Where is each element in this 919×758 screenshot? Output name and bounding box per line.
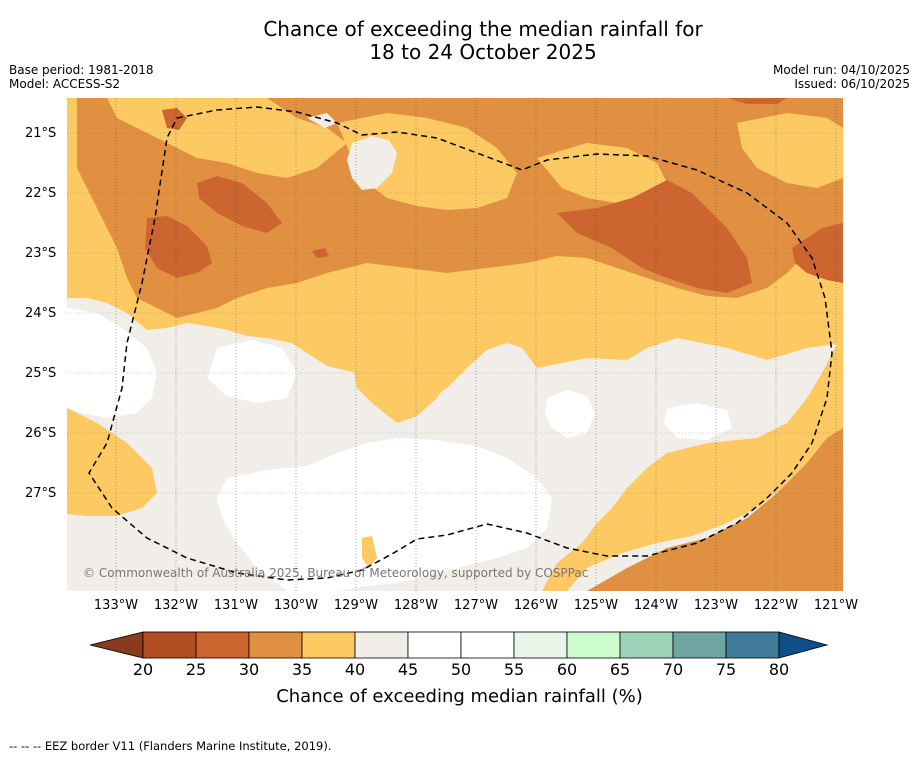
title-line-1: Chance of exceeding the median rainfall …	[263, 17, 703, 41]
legend-tick-65: 65	[609, 660, 631, 679]
legend-swatch-above-80	[778, 631, 829, 659]
legend-tick-25: 25	[185, 660, 207, 679]
lon-label-128w: 128°W	[393, 598, 439, 613]
lon-label-121w: 121°W	[813, 598, 859, 613]
meta-right: Model run: 04/10/2025 Issued: 06/10/2025	[773, 63, 910, 91]
lat-label-23s: 23°S	[25, 246, 57, 261]
lon-label-124w: 124°W	[633, 598, 679, 613]
contour-45-55-west-2	[207, 340, 297, 403]
legend-swatch-50-55	[460, 631, 515, 659]
legend-swatch-65-70	[619, 631, 674, 659]
contour-25-30-a	[162, 108, 187, 130]
legend-tick-55: 55	[503, 660, 525, 679]
lon-label-127w: 127°W	[453, 598, 499, 613]
contour-45-55-center	[217, 438, 552, 591]
model-run: Model run: 04/10/2025	[772, 63, 910, 77]
legend-tick-35: 35	[291, 660, 313, 679]
lon-label-132w: 132°W	[153, 598, 199, 613]
contour-yellow-south	[362, 536, 377, 568]
lon-gridlines	[115, 98, 837, 591]
contour-white-south	[545, 390, 595, 438]
legend-tick-70: 70	[662, 660, 684, 679]
contour-island-north	[347, 136, 397, 190]
contour-25-30-top	[727, 98, 787, 104]
lat-label-21s: 21°S	[25, 126, 57, 141]
contour-25-30-f	[312, 248, 329, 258]
legend-swatch-35-40	[301, 631, 356, 659]
legend-swatch-70-75	[672, 631, 727, 659]
contour-35-40-center	[352, 353, 447, 423]
lon-label-133w: 133°W	[93, 598, 139, 613]
legend-swatch-55-60	[513, 631, 568, 659]
contour-35-40-east	[542, 333, 843, 591]
contour-hole-4	[737, 113, 843, 188]
legend-tick-40: 40	[344, 660, 366, 679]
lat-gridlines	[67, 132, 843, 494]
contour-hole-3	[537, 143, 667, 203]
model-name: Model: ACCESS-S2	[9, 77, 121, 91]
meta-left: Base period: 1981-2018 Model: ACCESS-S2	[9, 63, 154, 91]
eez-border	[88, 106, 833, 581]
lon-label-126w: 126°W	[513, 598, 559, 613]
lon-label-131w: 131°W	[213, 598, 259, 613]
contour-35-40-sw	[67, 408, 157, 516]
contour-25-30-c	[145, 216, 212, 278]
legend-tick-50: 50	[450, 660, 472, 679]
lat-label-22s: 22°S	[25, 186, 57, 201]
legend-tick-30: 30	[238, 660, 260, 679]
contour-25-30-b	[197, 176, 282, 233]
issued-date: Issued: 06/10/2025	[794, 77, 910, 91]
legend-swatch-20-25	[142, 631, 197, 659]
legend-tick-20: 20	[132, 660, 154, 679]
lat-label-24s: 24°S	[25, 306, 57, 321]
title-line-2: 18 to 24 October 2025	[369, 40, 597, 64]
legend-swatch-75-80	[725, 631, 780, 659]
lon-label-123w: 123°W	[693, 598, 739, 613]
attribution: © Commonwealth of Australia 2025, Bureau…	[83, 566, 589, 580]
legend-tick-45: 45	[397, 660, 419, 679]
contour-25-30-d	[557, 180, 752, 293]
legend-swatch-30-35	[248, 631, 303, 659]
contour-white-east	[664, 403, 732, 440]
legend-tick-60: 60	[556, 660, 578, 679]
lon-label-125w: 125°W	[573, 598, 619, 613]
map-title: Chance of exceeding the median rainfall …	[0, 18, 919, 64]
legend-swatch-25-30	[195, 631, 250, 659]
eez-footnote: -- -- -- EEZ border V11 (Flanders Marine…	[9, 739, 332, 753]
rainfall-map	[67, 98, 843, 591]
contour-hole-2	[337, 113, 517, 210]
contour-45-55-west	[67, 308, 157, 418]
contour-island-north-2	[307, 113, 337, 128]
legend-tick-80: 80	[768, 660, 790, 679]
legend-swatch-below-20	[90, 631, 144, 659]
legend-title: Chance of exceeding median rainfall (%)	[276, 686, 643, 707]
lon-label-130w: 130°W	[273, 598, 319, 613]
lon-label-122w: 122°W	[753, 598, 799, 613]
contour-30-35-east	[587, 398, 843, 591]
lon-label-129w: 129°W	[333, 598, 379, 613]
legend-colorbar	[90, 631, 829, 659]
legend-swatch-45-50	[407, 631, 462, 659]
lat-label-26s: 26°S	[25, 426, 57, 441]
legend-tick-75: 75	[715, 660, 737, 679]
legend-swatch-60-65	[566, 631, 621, 659]
lat-label-25s: 25°S	[25, 366, 57, 381]
legend-swatch-40-45	[354, 631, 409, 659]
base-period: Base period: 1981-2018	[9, 63, 154, 77]
lat-label-27s: 27°S	[25, 486, 57, 501]
